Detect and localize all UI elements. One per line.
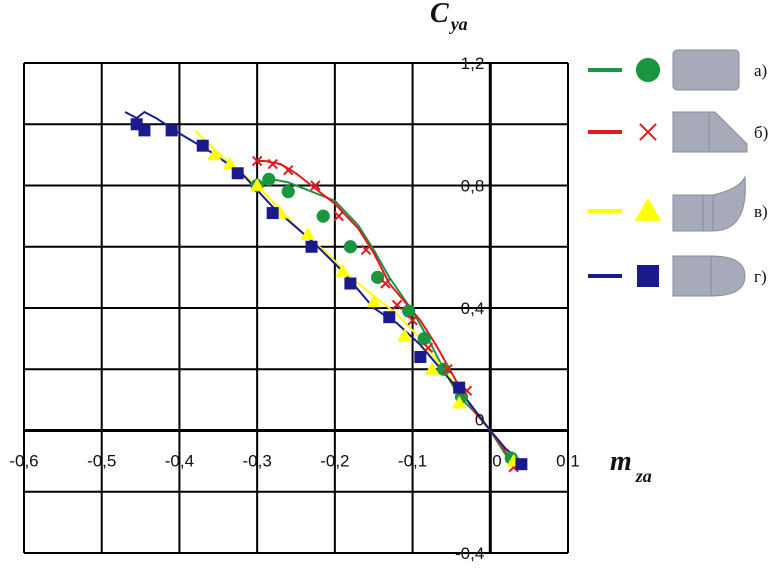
cylinder-ogive-icon <box>672 175 746 232</box>
legend-entry: б) <box>588 111 768 153</box>
data-point <box>267 158 278 170</box>
data-point <box>407 315 418 326</box>
x-tick-label: -0,5 <box>87 452 116 471</box>
data-point <box>371 270 385 284</box>
x-tick-label: -0,6 <box>9 452 38 471</box>
axes <box>24 63 568 553</box>
x-tick-label: 0 <box>492 452 501 471</box>
legend-marker <box>635 57 661 83</box>
data-point <box>305 240 318 253</box>
y-tick-label: 1,2 <box>461 54 485 73</box>
series-line-1 <box>257 160 519 468</box>
data-point <box>380 278 391 289</box>
data-point <box>343 240 357 254</box>
cylinder-blunt-icon <box>672 49 740 91</box>
data-point <box>437 362 451 376</box>
data-point <box>417 332 431 346</box>
data-point <box>360 244 372 256</box>
data-point <box>422 342 434 354</box>
data-point <box>310 180 321 191</box>
y-axis-title-subscript: ya <box>449 14 468 34</box>
legend-entry: г) <box>588 255 767 297</box>
data-point <box>335 264 350 277</box>
y-tick-label: 0 <box>475 411 484 430</box>
data-point <box>391 299 403 311</box>
data-point <box>266 207 279 220</box>
x-tick-label: 0,1 <box>556 452 580 471</box>
tick-labels: -0,6 -0,5 -0,4 -0,3 -0,2 -0,1 0 0,1 -0,4 0 0,4 0,8 1… <box>9 54 579 563</box>
legend-label: в) <box>754 202 768 221</box>
data-point <box>402 304 416 318</box>
legend-label: а) <box>754 61 767 80</box>
data-point <box>414 351 427 363</box>
data-point <box>316 209 330 223</box>
legend-entry: в) <box>588 175 768 232</box>
x-axis-title: m za <box>610 446 652 486</box>
x-tick-label: -0,4 <box>165 452 194 471</box>
legend-marker <box>634 197 662 221</box>
data-point <box>452 395 467 409</box>
data-point <box>344 277 357 290</box>
legend-marker <box>637 265 659 287</box>
data-point <box>442 364 453 375</box>
x-axis-title-subscript: za <box>635 466 652 486</box>
data-point <box>222 156 238 170</box>
data-point <box>283 164 294 176</box>
data-point <box>300 227 315 240</box>
data-point <box>383 311 396 324</box>
marker-layer <box>130 118 528 473</box>
data-point <box>453 381 466 394</box>
y-tick-label: -0,4 <box>455 544 484 563</box>
legend: а) б) в) г) <box>588 49 768 297</box>
data-point <box>424 362 440 375</box>
legend-label: б) <box>754 123 768 142</box>
data-point <box>515 458 528 471</box>
grid <box>23 62 569 554</box>
data-point <box>249 178 265 191</box>
data-point <box>397 328 412 341</box>
data-point <box>165 124 178 137</box>
data-point <box>366 294 381 308</box>
x-tick-label: -0,1 <box>398 452 427 471</box>
data-point <box>251 155 263 167</box>
legend-entry: а) <box>588 49 767 91</box>
data-point <box>196 139 209 152</box>
data-point <box>231 167 244 180</box>
cylinder-hemisphere-icon <box>672 255 746 297</box>
data-point <box>333 210 344 222</box>
data-point <box>262 172 276 186</box>
x-tick-label: -0,2 <box>320 452 349 471</box>
data-point <box>207 147 222 161</box>
y-tick-label: 0,8 <box>461 177 485 196</box>
cylinder-chamfer-icon <box>672 111 748 153</box>
x-tick-label: -0,3 <box>242 452 271 471</box>
series-layer <box>124 110 526 468</box>
y-tick-label: 0,4 <box>461 299 485 318</box>
data-point <box>130 118 143 131</box>
data-point <box>281 185 295 199</box>
legend-label: г) <box>754 267 767 286</box>
legend-marker <box>639 123 657 141</box>
series-line-3 <box>124 110 526 465</box>
